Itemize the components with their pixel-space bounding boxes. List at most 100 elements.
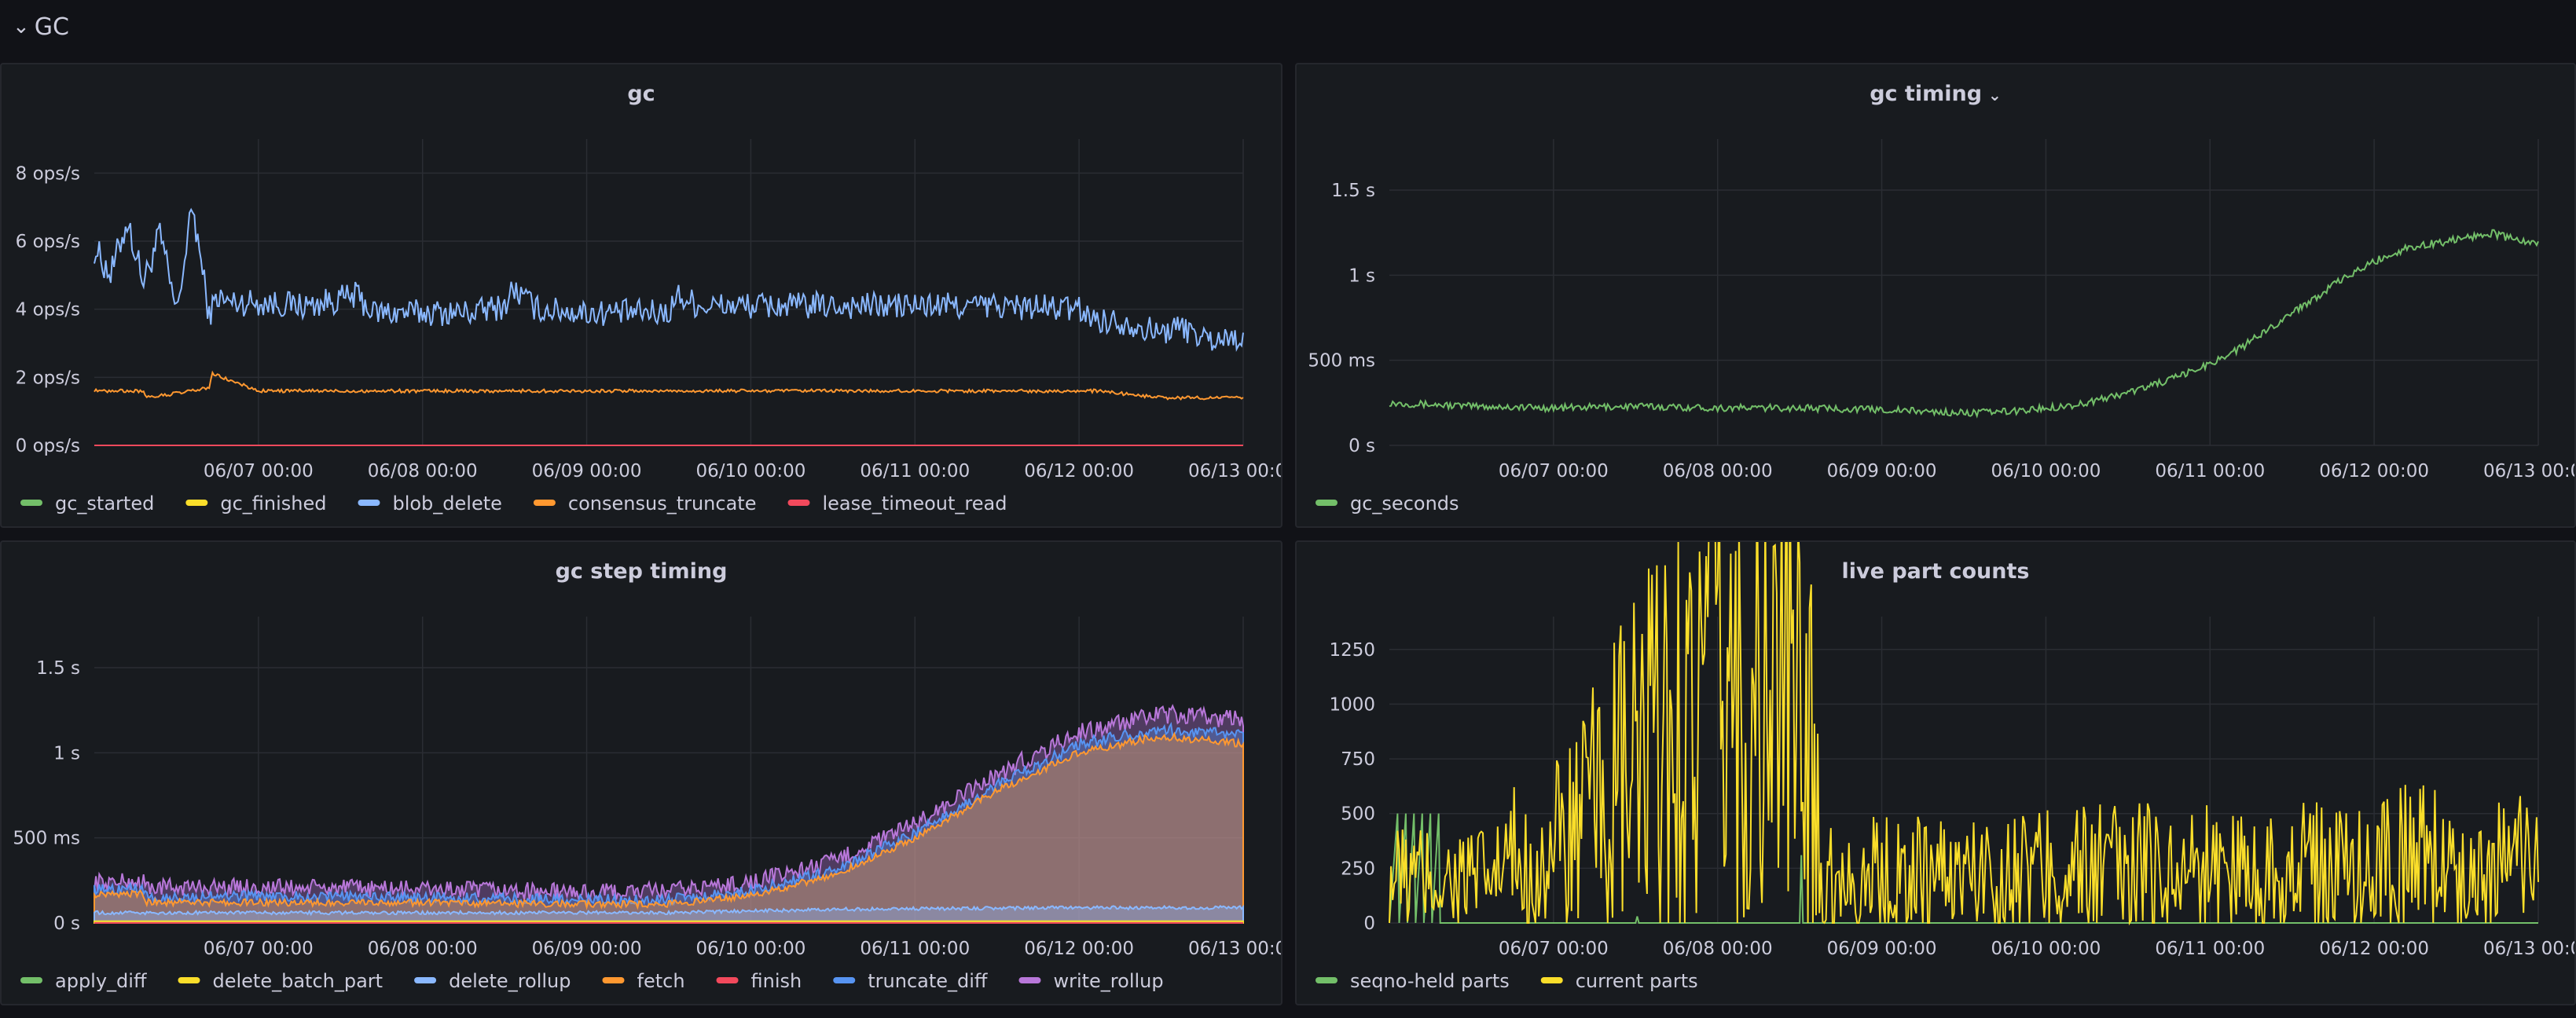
legend-swatch [787,500,810,506]
x-tick-label: 06/10 00:00 [1991,461,2101,482]
series-area-write_rollup[interactable] [94,704,1244,924]
panel-title[interactable]: live part counts [1841,559,2030,584]
series-area-truncate_diff[interactable] [94,721,1244,924]
x-tick-label: 06/11 00:00 [2155,461,2265,482]
y-tick-label: 0 s [53,914,80,934]
x-tick-label: 06/13 00:00 [1188,939,1281,959]
x-tick-label: 06/08 00:00 [1663,939,1773,959]
row-header-gc[interactable]: ⌄ GC [0,0,2576,53]
y-tick-label: 1.5 s [1331,181,1375,201]
legend-label: fetch [637,970,685,992]
y-tick-label: 500 ms [1308,351,1375,372]
y-tick-label: 250 [1341,859,1375,879]
legend-label: gc_started [55,493,154,514]
chart-svg: 0 s 500 ms 1 s 1.5 s 06/07 00:00 06/08 00:00 0… [13,617,1281,992]
legend-swatch [20,500,42,506]
panel-live-part-counts[interactable]: live part counts 0 250 500 750 1000 1250 06/07… [1295,540,2576,1005]
y-tick-label: 500 [1341,804,1375,825]
chevron-down-icon[interactable]: ⌄ [13,15,30,38]
legend-label: finish [751,970,802,992]
y-tick-label: 500 ms [13,829,80,849]
panel-gc-timing[interactable]: gc timing ⌄ 0 s 500 ms 1 s 1.5 s 06/07 00:00 0… [1295,63,2576,528]
legend-swatch [1316,500,1338,506]
y-tick-label: 1.5 s [36,658,80,679]
chart-svg: 0 ops/s 2 ops/s 4 ops/s 6 ops/s 8 ops/s 06/07… [16,139,1281,514]
panel-title[interactable]: gc [627,82,655,106]
panel-title[interactable]: gc timing ⌄ [1870,82,2002,106]
x-tick-label: 06/07 00:00 [1499,461,1609,482]
legend-label: gc_seconds [1350,493,1459,514]
y-tick-label: 1000 [1329,694,1375,715]
legend-label: delete_rollup [449,970,571,992]
series-area-fetch[interactable] [94,731,1244,924]
x-tick-label: 06/08 00:00 [368,939,478,959]
legend-label: apply_diff [55,970,147,992]
series-line-blob_delete[interactable] [94,207,1244,353]
legend-item-fetch[interactable]: fetch [602,970,685,992]
y-tick-label: 8 ops/s [16,163,80,184]
x-tick-label: 06/11 00:00 [860,939,970,959]
legend-item-write_rollup[interactable]: write_rollup [1018,970,1164,992]
legend-item-lease_timeout_read[interactable]: lease_timeout_read [787,493,1007,514]
x-tick-label: 06/07 00:00 [204,461,314,482]
y-tick-label: 0 s [1349,436,1375,456]
legend-item-delete_rollup[interactable]: delete_rollup [414,970,571,992]
x-tick-label: 06/12 00:00 [1024,461,1134,482]
legend-label: truncate_diff [868,970,988,992]
y-tick-label: 1 s [53,743,80,764]
legend-swatch [716,977,739,983]
chart-svg: 0 250 500 750 1000 1250 06/07 00:00 06/08 00:00… [1316,542,2574,992]
legend-swatch [20,977,42,983]
series-line-consensus_truncate[interactable] [94,370,1244,401]
legend-swatch [1018,977,1041,983]
y-tick-label: 0 [1363,914,1375,934]
legend-item-apply_diff[interactable]: apply_diff [20,970,147,992]
legend-item-blob_delete[interactable]: blob_delete [358,493,502,514]
legend-swatch [1316,977,1338,983]
chart-svg: 0 s 500 ms 1 s 1.5 s 06/07 00:00 06/08 00:00 0… [1308,139,2574,514]
legend-label: seqno-held parts [1350,970,1510,992]
legend-swatch [602,977,625,983]
y-tick-label: 0 ops/s [16,436,80,456]
panel-gc-step-timing[interactable]: gc step timing 0 s 500 ms 1 s 1.5 s 06/07 00… [0,540,1282,1005]
legend-label: lease_timeout_read [822,493,1007,514]
series-line-gc_seconds[interactable] [1389,229,2539,419]
legend-label: current parts [1576,970,1698,992]
legend-item-gc_seconds[interactable]: gc_seconds [1316,493,1459,514]
row-title: GC [34,13,69,41]
legend-swatch [833,977,856,983]
legend-item-delete_batch_part[interactable]: delete_batch_part [178,970,383,992]
x-tick-label: 06/13 00:00 [1188,461,1281,482]
legend-item-finish[interactable]: finish [716,970,802,992]
y-tick-label: 1 s [1349,265,1375,286]
series-area-delete_rollup[interactable] [94,904,1244,924]
panel-gc[interactable]: gc 0 ops/s 2 ops/s 4 ops/s 6 ops/s 8 ops/s 06… [0,63,1282,528]
y-tick-label: 6 ops/s [16,232,80,252]
legend-swatch [178,977,200,983]
y-tick-label: 1250 [1329,640,1375,661]
x-tick-label: 06/10 00:00 [695,939,805,959]
legend-item-gc_finished[interactable]: gc_finished [185,493,326,514]
x-tick-label: 06/08 00:00 [368,461,478,482]
legend-swatch [185,500,208,506]
legend-item-gc_started[interactable]: gc_started [20,493,154,514]
legend-item-truncate_diff[interactable]: truncate_diff [833,970,988,992]
legend-item-current parts[interactable]: current parts [1540,970,1698,992]
x-tick-label: 06/09 00:00 [1827,461,1937,482]
x-tick-label: 06/12 00:00 [2319,939,2429,959]
x-tick-label: 06/13 00:00 [2483,939,2574,959]
legend-swatch [533,500,556,506]
legend-item-seqno-held parts[interactable]: seqno-held parts [1316,970,1510,992]
x-tick-label: 06/11 00:00 [860,461,970,482]
legend-swatch [358,500,380,506]
series-line-current parts[interactable] [1389,542,2539,926]
legend-item-consensus_truncate[interactable]: consensus_truncate [533,493,757,514]
x-tick-label: 06/08 00:00 [1663,461,1773,482]
x-tick-label: 06/09 00:00 [532,939,642,959]
x-tick-label: 06/07 00:00 [1499,939,1609,959]
x-tick-label: 06/12 00:00 [1024,939,1134,959]
legend-label: consensus_truncate [568,493,757,514]
legend-label: delete_batch_part [212,970,383,992]
chevron-down-icon[interactable]: ⌄ [1988,86,2002,104]
panel-title[interactable]: gc step timing [555,559,728,584]
